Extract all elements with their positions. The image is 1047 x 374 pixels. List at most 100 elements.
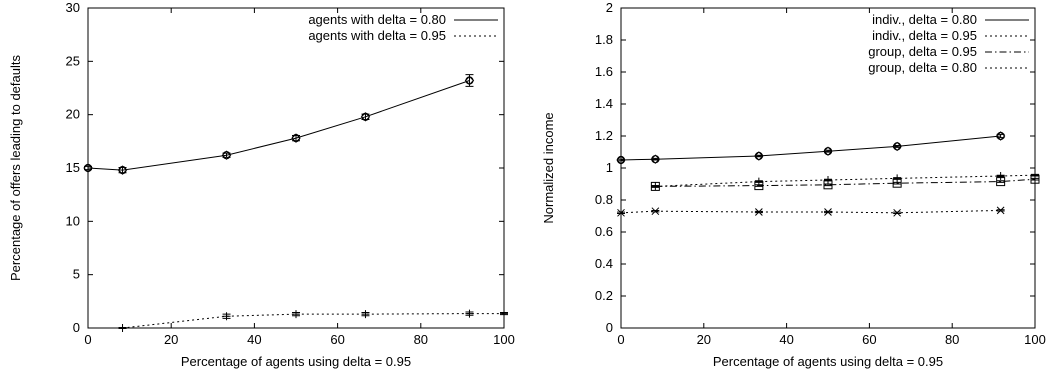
y-tick-label: 0.2 <box>595 288 613 303</box>
y-tick-label: 0.8 <box>595 192 613 207</box>
series-1 <box>118 309 508 332</box>
y-tick-label: 1.4 <box>595 96 613 111</box>
legend-label: agents with delta = 0.80 <box>308 12 446 27</box>
series-line <box>122 313 504 329</box>
x-tick-label: 100 <box>493 332 515 347</box>
y-tick-label: 2 <box>606 0 613 15</box>
series-line <box>655 178 1036 187</box>
series-left <box>83 74 508 332</box>
data-point <box>755 208 763 216</box>
series-line <box>87 80 470 171</box>
data-point <box>500 309 508 318</box>
y-axis-label-left: Percentage of offers leading to defaults <box>8 55 23 281</box>
data-point-diamond <box>464 75 475 86</box>
data-point <box>824 176 832 184</box>
y-tick-label: 25 <box>66 53 80 68</box>
data-point <box>996 206 1005 215</box>
series-line <box>655 174 1036 187</box>
y-tick-label: 5 <box>73 267 80 282</box>
data-point <box>996 172 1005 180</box>
legend-label: agents with delta = 0.95 <box>308 28 446 43</box>
x-ticks-right: 0 20 40 60 80 100 <box>617 8 1046 347</box>
data-point <box>892 178 902 188</box>
x-tick-label: 20 <box>697 332 711 347</box>
y-ticks-right: 0 0.2 0.4 0.6 0.8 1 1.2 1.4 1.6 1.8 2 <box>595 0 1035 335</box>
series-3 <box>617 206 1005 217</box>
data-point-diamond <box>221 150 232 160</box>
data-point <box>893 208 901 217</box>
data-point <box>292 310 300 319</box>
y-tick-label: 1 <box>606 160 613 175</box>
y-tick-label: 0.4 <box>595 256 613 271</box>
data-point <box>118 324 127 332</box>
data-point <box>1030 174 1040 184</box>
error-bar <box>893 181 902 185</box>
data-point <box>222 312 231 321</box>
data-point <box>823 180 833 190</box>
y-tick-label: 1.2 <box>595 128 613 143</box>
data-point-diamond <box>754 151 764 161</box>
x-tick-label: 60 <box>330 332 344 347</box>
data-point-diamond <box>83 163 93 173</box>
plot-frame-left <box>87 7 505 329</box>
y-tick-label: 0 <box>606 320 613 335</box>
data-point-diamond <box>995 131 1006 141</box>
error-bar <box>754 184 763 187</box>
x-tick-label: 100 <box>1024 332 1046 347</box>
series-line <box>620 209 1001 214</box>
data-point <box>996 177 1006 187</box>
data-point <box>617 208 625 217</box>
y-tick-label: 10 <box>66 213 80 228</box>
y-ticks-left: 0 5 10 15 20 25 30 <box>66 0 504 335</box>
series-2 <box>650 174 1040 191</box>
data-point-diamond <box>650 154 661 164</box>
data-point <box>754 181 764 191</box>
data-point <box>893 174 902 183</box>
series-1 <box>651 171 1039 191</box>
data-point <box>824 208 832 216</box>
x-tick-label: 0 <box>84 332 91 347</box>
x-tick-label: 40 <box>247 332 261 347</box>
x-axis-label-right: Percentage of agents using delta = 0.95 <box>713 354 943 369</box>
data-point-diamond <box>823 146 833 156</box>
y-tick-label: 1.6 <box>595 64 613 79</box>
error-bar <box>996 180 1005 183</box>
y-tick-label: 1.8 <box>595 32 613 47</box>
data-point-diamond <box>117 165 128 175</box>
error-bar <box>1031 177 1039 181</box>
y-tick-label: 0.6 <box>595 224 613 239</box>
data-point <box>361 310 370 319</box>
series-right <box>616 131 1040 217</box>
x-tick-label: 80 <box>414 332 428 347</box>
y-tick-label: 20 <box>66 107 80 122</box>
legend-label: group, delta = 0.95 <box>868 44 977 59</box>
legend-label: indiv., delta = 0.95 <box>872 28 977 43</box>
x-ticks-left: 0 20 40 60 80 100 <box>84 8 515 347</box>
series-0 <box>616 131 1006 165</box>
y-tick-label: 30 <box>66 0 80 15</box>
chart-right: 0 20 40 60 80 100 0 0.2 0.4 0.6 0.8 1 1.2 1.4 1.6 1.8 2… <box>541 0 1046 369</box>
x-tick-label: 0 <box>617 332 624 347</box>
chart-left: 0 20 40 60 80 100 0 5 10 15 20 25 30 agents with de… <box>8 0 515 369</box>
y-axis-label-right: Normalized income <box>541 112 556 223</box>
data-point <box>465 309 474 318</box>
data-point <box>650 181 660 191</box>
x-axis-label-left: Percentage of agents using delta = 0.95 <box>181 354 411 369</box>
series-0 <box>83 74 475 175</box>
x-tick-label: 80 <box>945 332 959 347</box>
y-tick-label: 15 <box>66 160 80 175</box>
data-point-diamond <box>616 155 626 165</box>
data-point-diamond <box>892 141 902 152</box>
y-tick-label: 0 <box>73 320 80 335</box>
legend-label: group, delta = 0.80 <box>868 60 977 75</box>
x-tick-label: 60 <box>862 332 876 347</box>
data-point-diamond <box>360 112 371 122</box>
error-bar <box>824 183 832 187</box>
data-point-diamond <box>291 133 301 143</box>
legend-label: indiv., delta = 0.80 <box>872 12 977 27</box>
series-line <box>620 135 1001 161</box>
x-tick-label: 40 <box>779 332 793 347</box>
